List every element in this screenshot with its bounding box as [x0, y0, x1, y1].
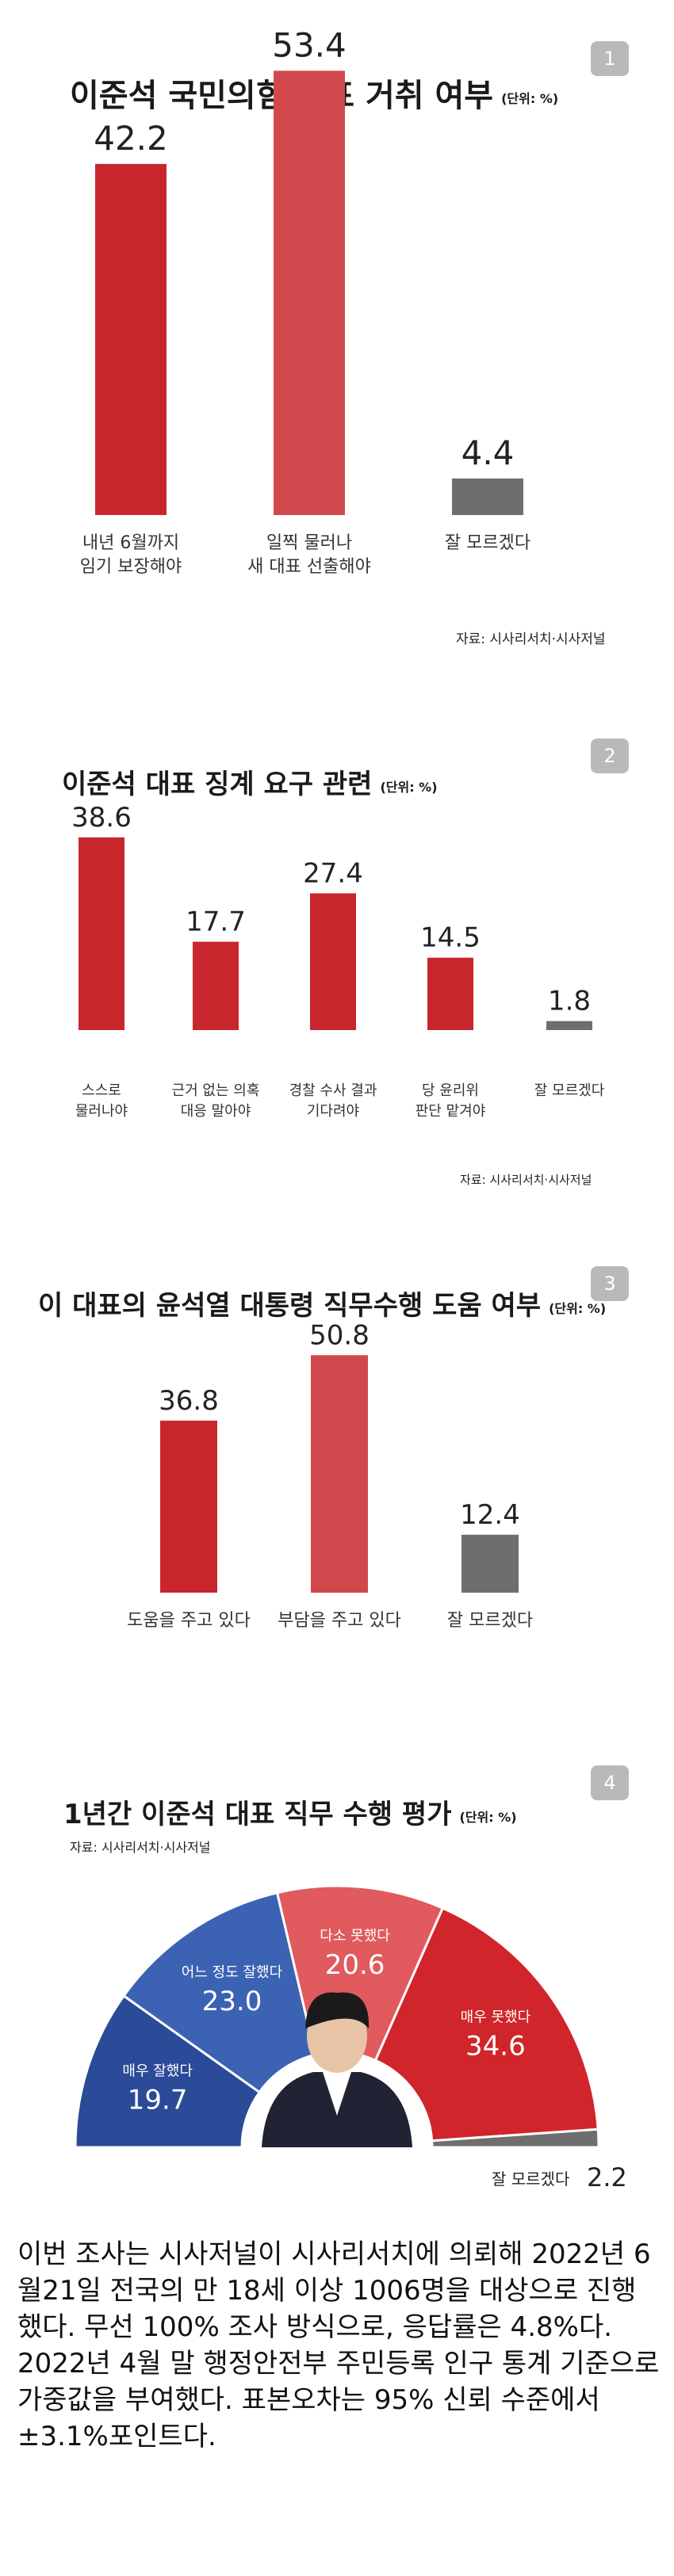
bar-value-label: 36.8	[159, 1385, 219, 1417]
category-label: 내년 6월까지	[82, 533, 179, 553]
bar-0	[160, 1420, 217, 1593]
category-label: 근거 없는 의혹	[172, 1082, 260, 1099]
bar-1	[274, 71, 345, 516]
bar-chart-3: 36.8 도움을 주고 있다 50.8 부담을 주고 있다 12.4 잘 모르겠다	[127, 1319, 533, 1631]
chart-title-text: 이준석 대표 징계 요구 관련	[62, 769, 373, 800]
chart-title: 1년간 이준석 대표 직무 수행 평가 (단위: %)	[63, 1792, 517, 1831]
category-label: 스스로	[82, 1082, 121, 1099]
bar-value-label: 42.2	[94, 119, 168, 158]
chart-number-badge: 3	[591, 1266, 629, 1301]
portrait-photo	[262, 1992, 412, 2147]
donut-slice-1	[121, 1891, 317, 2094]
unit-label: (단위: %)	[501, 91, 559, 106]
slice-category-label: 잘 모르겠다	[492, 2170, 569, 2189]
bar-0	[95, 163, 167, 515]
donut-chart: 매우 잘했다 19.7 어느 정도 잘했다 23.0 다소 못했다 20.6 매우 못했다 3…	[74, 1884, 627, 2192]
source-label: 자료: 시사리서치·시사저널	[70, 1840, 211, 1855]
category-label: 일찍 물러나	[266, 533, 352, 553]
slice-category-label: 어느 정도 잘했다	[182, 1964, 283, 1981]
bar-value-label: 53.4	[272, 25, 347, 64]
category-label: 부담을 주고 있다	[278, 1611, 401, 1631]
category-label: 기다려야	[307, 1103, 359, 1120]
category-label: 임기 보장해야	[80, 557, 182, 577]
slice-category-label: 매우 잘했다	[122, 2063, 193, 2080]
bar-value-label: 4.4	[461, 433, 515, 472]
category-label: 물러나야	[75, 1103, 128, 1120]
slice-value-label: 23.0	[202, 1986, 262, 2017]
chart-title-text: 1년간 이준석 대표 직무 수행 평가	[63, 1799, 452, 1830]
bar-1	[193, 941, 239, 1030]
bar-1	[311, 1355, 368, 1593]
bar-value-label: 1.8	[548, 986, 591, 1017]
unit-label: (단위: %)	[380, 779, 438, 795]
category-label: 도움을 주고 있다	[127, 1611, 251, 1631]
slice-value-label: 20.6	[325, 1949, 385, 1981]
category-label: 잘 모르겠다	[534, 1082, 605, 1099]
category-label: 새 대표 선출해야	[247, 557, 371, 577]
slice-value-label: 2.2	[587, 2162, 627, 2192]
chart-title-text: 이 대표의 윤석열 대통령 직무수행 도움 여부	[38, 1290, 542, 1322]
bar-value-label: 38.6	[71, 802, 132, 834]
category-label: 경찰 수사 결과	[289, 1082, 377, 1099]
bar-4	[546, 1021, 592, 1030]
bar-value-label: 17.7	[186, 906, 246, 937]
bar-2	[461, 1534, 519, 1593]
category-label: 당 윤리위	[422, 1082, 479, 1099]
unit-label: (단위: %)	[459, 1809, 517, 1825]
bar-value-label: 27.4	[303, 857, 363, 889]
chart-title: 이준석 대표 징계 요구 관련 (단위: %)	[62, 762, 438, 801]
donut-slice-3	[373, 1906, 599, 2143]
chart-panel-3: 3 이 대표의 윤석열 대통령 직무수행 도움 여부 (단위: %) 36.8 도움…	[0, 1252, 674, 1743]
bar-value-label: 50.8	[309, 1319, 370, 1351]
bar-value-label: 14.5	[420, 922, 481, 954]
chart-title: 이 대표의 윤석열 대통령 직무수행 도움 여부 (단위: %)	[38, 1284, 606, 1322]
category-label: 잘 모르겠다	[447, 1611, 533, 1631]
slice-category-label: 다소 못했다	[320, 1928, 390, 1944]
bar-0	[79, 837, 124, 1030]
bar-value-label: 12.4	[460, 1499, 520, 1531]
source-label: 자료: 시사리서치·시사저널	[460, 1173, 592, 1187]
donut-slice-4	[431, 2128, 600, 2149]
category-label: 대응 말아야	[181, 1103, 251, 1120]
slice-category-label: 매우 못했다	[461, 2009, 531, 2026]
unit-label: (단위: %)	[549, 1300, 607, 1316]
slice-value-label: 19.7	[128, 2085, 188, 2116]
slice-value-label: 34.6	[465, 2031, 526, 2063]
bar-3	[427, 957, 473, 1030]
category-label: 잘 모르겠다	[445, 533, 530, 553]
survey-note: 이번 조사는 시사저널이 시사리서치에 의뢰해 2022년 6월21일 전국의 …	[17, 2238, 660, 2452]
donut-slice-0	[74, 1994, 262, 2149]
category-label: 판단 맡겨야	[416, 1103, 486, 1120]
chart-number-badge: 2	[591, 738, 629, 773]
bar-2	[310, 893, 356, 1030]
chart-panel-4: 4 1년간 이준석 대표 직무 수행 평가 (단위: %) 자료: 시사리서치·시…	[0, 1743, 674, 2234]
chart-number-badge: 1	[591, 41, 629, 76]
chart-number-badge: 4	[591, 1765, 629, 1800]
bar-2	[452, 478, 523, 515]
source-label: 자료: 시사리서치·시사저널	[456, 632, 606, 647]
chart-panel-1: 1 이준석 국민의힘 대표 거취 여부(단위: %) 42.2내년 6월까지임기…	[0, 0, 674, 713]
